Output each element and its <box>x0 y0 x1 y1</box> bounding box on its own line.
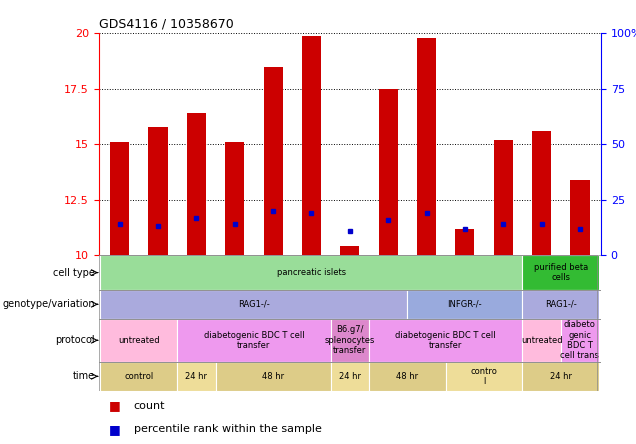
Bar <box>216 362 331 391</box>
Text: cell type: cell type <box>53 268 95 278</box>
Bar <box>100 255 522 290</box>
Text: genotype/variation: genotype/variation <box>2 299 95 309</box>
Bar <box>100 319 177 362</box>
Text: INFGR-/-: INFGR-/- <box>448 300 482 309</box>
Bar <box>340 246 359 255</box>
Text: count: count <box>134 400 165 411</box>
Bar <box>455 229 474 255</box>
Text: 24 hr: 24 hr <box>339 372 361 381</box>
Text: 48 hr: 48 hr <box>396 372 418 381</box>
Text: ■: ■ <box>109 423 120 436</box>
Text: control: control <box>124 372 153 381</box>
Text: 24 hr: 24 hr <box>185 372 207 381</box>
Text: 24 hr: 24 hr <box>550 372 572 381</box>
Bar <box>532 131 551 255</box>
Bar <box>494 140 513 255</box>
Bar <box>522 319 561 362</box>
Bar <box>369 319 522 362</box>
Bar <box>407 290 522 319</box>
Text: diabetogenic BDC T cell
transfer: diabetogenic BDC T cell transfer <box>204 331 304 350</box>
Bar <box>331 319 369 362</box>
Bar <box>561 319 599 362</box>
Text: B6.g7/
splenocytes
transfer: B6.g7/ splenocytes transfer <box>324 325 375 355</box>
Bar <box>378 89 398 255</box>
Bar <box>331 362 369 391</box>
Text: RAG1-/-: RAG1-/- <box>238 300 270 309</box>
Text: contro
l: contro l <box>471 367 497 386</box>
Bar <box>110 142 129 255</box>
Text: GDS4116 / 10358670: GDS4116 / 10358670 <box>99 18 233 31</box>
Bar <box>369 362 446 391</box>
Bar <box>148 127 168 255</box>
Bar <box>417 38 436 255</box>
Bar <box>522 255 599 290</box>
Text: percentile rank within the sample: percentile rank within the sample <box>134 424 322 434</box>
Bar <box>100 290 407 319</box>
Bar <box>302 36 321 255</box>
Text: diabeto
genic
BDC T
cell trans: diabeto genic BDC T cell trans <box>560 320 599 361</box>
Text: untreated: untreated <box>118 336 160 345</box>
Text: untreated: untreated <box>521 336 562 345</box>
Bar <box>522 362 599 391</box>
Text: 48 hr: 48 hr <box>262 372 284 381</box>
Text: ■: ■ <box>109 399 120 412</box>
Bar <box>187 113 206 255</box>
Bar <box>177 319 331 362</box>
Text: diabetogenic BDC T cell
transfer: diabetogenic BDC T cell transfer <box>396 331 496 350</box>
Bar <box>570 180 590 255</box>
Bar <box>225 142 244 255</box>
Text: time: time <box>73 371 95 381</box>
Text: protocol: protocol <box>55 335 95 345</box>
Bar <box>522 290 599 319</box>
Bar <box>263 67 282 255</box>
Text: RAG1-/-: RAG1-/- <box>545 300 577 309</box>
Text: pancreatic islets: pancreatic islets <box>277 268 346 277</box>
Bar <box>177 362 216 391</box>
Bar <box>100 362 177 391</box>
Text: purified beta
cells: purified beta cells <box>534 263 588 282</box>
Bar <box>446 362 522 391</box>
